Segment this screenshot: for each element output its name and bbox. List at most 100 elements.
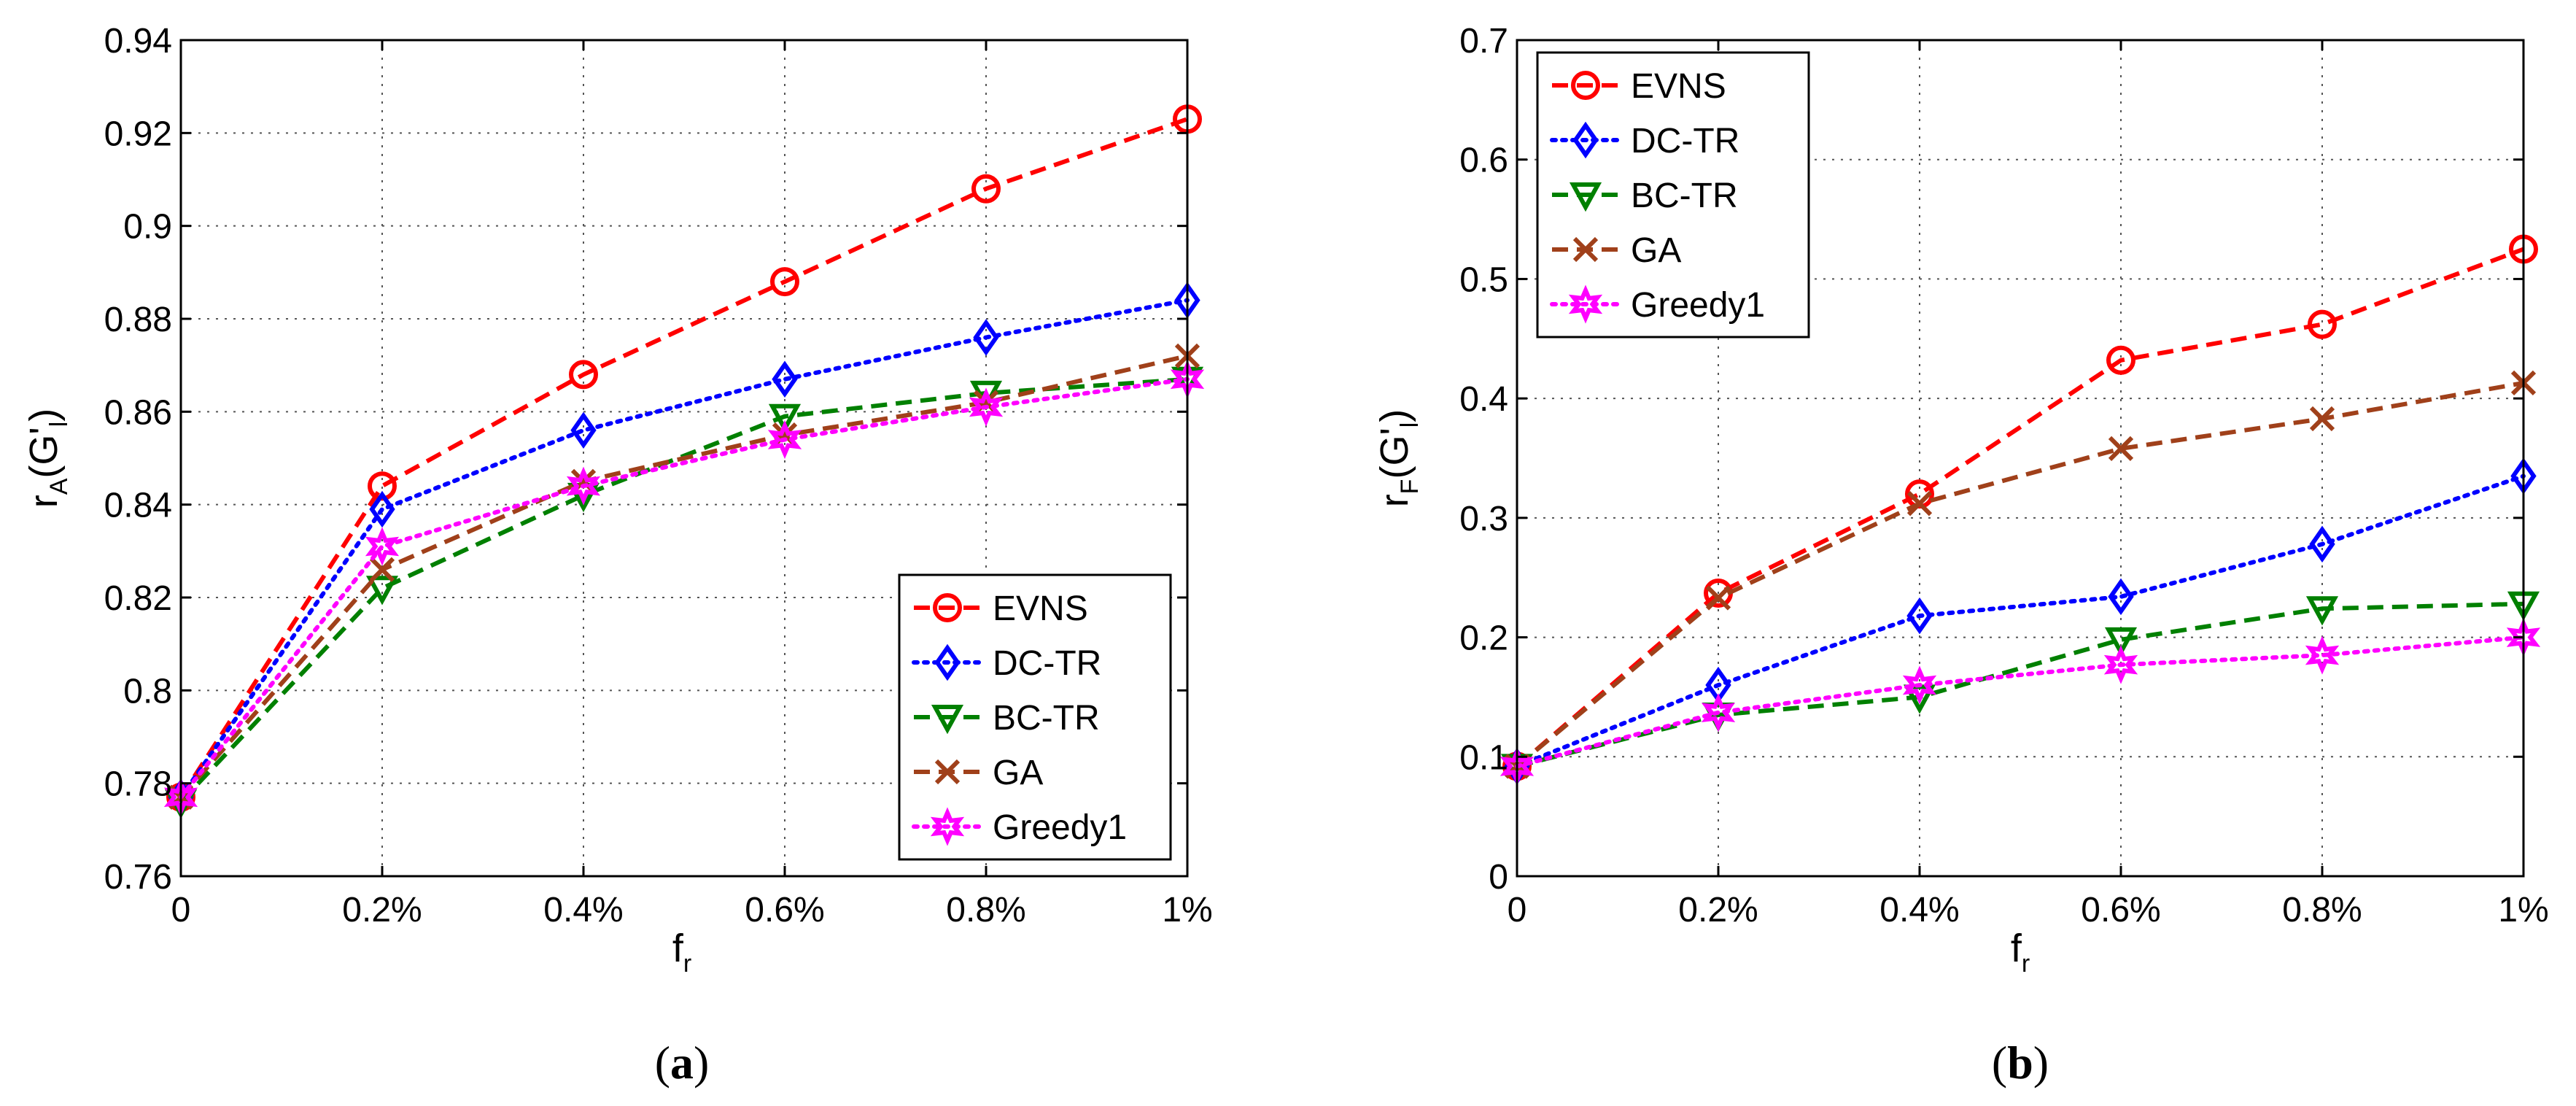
y-tick-label: 0.1 [1459,738,1508,777]
series-line [179,376,1188,804]
y-tick-label: 0.5 [1459,260,1508,299]
y-axis-label-a: rA(G'l) [22,409,73,508]
legend-entry-dc-tr: DC-TR [912,643,1101,683]
series-line [1516,247,2525,768]
legend-entry-evns: EVNS [914,589,1088,628]
series-ga [1504,370,2537,779]
data-point [2108,436,2134,462]
legend-label: GA [1631,231,1681,270]
y-axis-label-b: rF(G'l) [1373,409,1424,508]
legend-entry-greedy1: Greedy1 [912,807,1127,847]
series-line [179,117,1188,799]
y-tick-label: 0.8 [123,672,172,711]
y-tick-label: 0.78 [104,765,172,804]
legend-entry-bc-tr: BC-TR [914,699,1100,738]
x-tick-label: 0.4% [1879,891,1959,929]
data-point [969,387,1004,427]
series-line [1515,473,2526,769]
caption-a: (a) [655,1037,710,1088]
y-tick-label: 0.94 [104,22,172,61]
y-tick-label: 0.76 [104,858,172,897]
x-ticks-b: 0 0.2% 0.4% 0.6% 0.8% 1% [1508,40,2549,929]
x-tick-label: 0.6% [2081,891,2160,929]
series-greedy1 [1500,618,2541,786]
x-axis-label-b: fr [2011,927,2030,978]
legend-marker [1569,182,1602,212]
y-ticks-b: 0 0.1 0.2 0.3 0.4 0.5 0.6 0.7 [1459,22,2523,897]
legend-marker [1572,236,1599,263]
series-line [1516,601,2524,769]
data-point [770,267,799,297]
y-tick-label: 0.6 [1459,142,1508,180]
legend-label: BC-TR [1631,177,1738,215]
data-point [973,319,999,356]
y-tick-label: 0 [1489,858,1508,897]
legend-marker [933,593,962,622]
data-point [2309,525,2335,563]
plot-border-a [179,39,1189,878]
data-point [365,527,400,566]
y-tick-label: 0.2 [1459,619,1508,658]
data-point [1702,702,1735,732]
series-line [179,376,1190,800]
data-point [1701,693,1736,732]
data-point [1906,491,1933,517]
x-tick-label: 0.8% [2282,891,2362,929]
data-point [570,411,597,449]
legend-marker [931,705,964,735]
legend-label: DC-TR [993,644,1101,683]
y-tick-label: 0.92 [104,115,172,153]
series-lines-a [163,104,1205,819]
legend-marker [1571,71,1600,100]
x-tick-label: 1% [1162,891,1212,929]
data-point [369,557,395,582]
data-point [2103,645,2138,684]
legend-marker [930,807,965,846]
legend-label: Greedy1 [1631,286,1765,325]
data-point [2104,627,2138,657]
x-axis-label-a: fr [672,927,691,978]
series-line [1516,380,2524,768]
data-point [365,576,399,606]
series-line [179,353,1188,799]
y-tick-label: 0.88 [104,301,172,339]
legend-label: DC-TR [1631,122,1739,161]
series-lines-b [1500,234,2541,786]
data-point [2308,309,2337,339]
series-line [1515,635,2526,769]
x-tick-label: 0.8% [946,891,1025,929]
chart-b: 0 0.1 0.2 0.3 0.4 0.5 0.6 0.7 0 0.2% 0.4% 0.6% 0.8%… [1373,22,2549,1088]
plot-border-b [1516,39,2525,878]
data-point [2106,345,2135,375]
caption-b: (b) [1992,1037,2049,1088]
legend-entry-greedy1: Greedy1 [1550,285,1765,325]
y-tick-label: 0.86 [104,393,172,432]
data-point [1705,585,1731,611]
legend-label: BC-TR [993,699,1100,738]
x-tick-label: 1% [2498,891,2548,929]
legend-box-a [898,573,1172,861]
data-point [2309,406,2335,432]
data-point [767,419,802,460]
legend-entry-ga: GA [914,754,1043,792]
legend-label: Greedy1 [993,808,1127,847]
x-tick-label: 0.2% [342,891,422,929]
legend-label: EVNS [1631,67,1726,106]
data-point [2305,596,2339,626]
y-tick-label: 0.9 [123,208,172,247]
data-point [971,174,1001,204]
data-point [1906,597,1933,635]
y-tick-label: 0.4 [1459,380,1508,419]
series-line [179,298,1190,800]
y-tick-label: 0.3 [1459,500,1508,538]
y-ticks-a: 0.76 0.78 0.8 0.82 0.84 0.86 0.88 0.9 0.92 0.94 [104,22,1187,897]
data-point [2108,578,2134,616]
y-tick-label: 0.82 [104,579,172,618]
x-tick-label: 0 [171,891,191,929]
legend-entry-bc-tr: BC-TR [1552,177,1738,215]
legend-marker [1572,121,1599,159]
legend-marker [934,643,961,681]
legend-entry-ga: GA [1552,231,1681,270]
legend-b: EVNS DC-TR BC-TR GA Greedy1 [1536,51,1810,339]
